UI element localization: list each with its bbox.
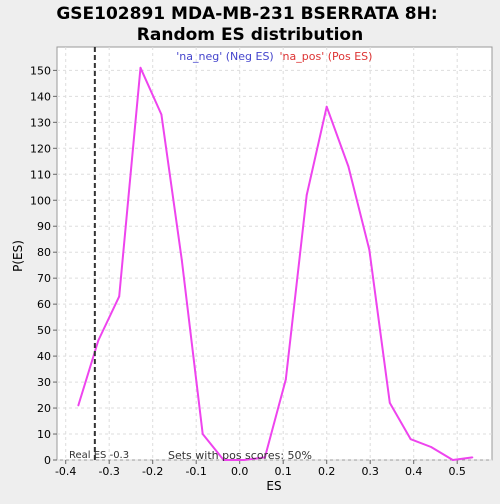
pos-score-annotation: Sets with pos scores: 50% [168, 449, 312, 462]
x-tick-label: 0.3 [361, 465, 379, 478]
distribution-line [77, 66, 473, 461]
data-point [325, 105, 328, 108]
legend-pos-entry: 'na_pos' (Pos ES) [280, 50, 373, 63]
y-tick-label: 100 [30, 194, 51, 207]
y-tick-label: 150 [30, 64, 51, 77]
x-tick-label: 0.0 [231, 465, 249, 478]
data-point [222, 459, 225, 461]
x-axis: -0.4 -0.3 -0.2 -0.1 0.0 0.1 0.2 0.3 0.4 0.5 [55, 460, 466, 478]
chart-title-line-1: GSE102891 MDA-MB-231 BSERRATA 8H: [56, 4, 437, 24]
plot-area [56, 46, 493, 461]
y-tick-label: 0 [44, 454, 51, 467]
data-point [160, 113, 163, 116]
y-tick-label: 140 [30, 90, 51, 103]
data-point [180, 259, 183, 261]
data-point [409, 438, 412, 441]
y-tick-label: 110 [30, 168, 51, 181]
grid [57, 47, 492, 461]
legend-neg-entry: 'na_neg' (Neg ES) [176, 50, 273, 63]
data-point [471, 456, 474, 459]
y-tick-label: 30 [37, 376, 51, 389]
y-tick-label: 90 [37, 220, 51, 233]
data-point [305, 194, 308, 196]
chart-title-line-2: Random ES distribution [137, 25, 363, 45]
data-point [368, 248, 371, 251]
x-tick-label: -0.3 [98, 465, 119, 478]
x-tick-label: 0.2 [318, 465, 336, 478]
data-point [118, 295, 121, 298]
data-point [284, 378, 287, 381]
x-tick-label: 0.4 [405, 465, 423, 478]
x-tick-label: -0.4 [55, 465, 76, 478]
data-point [77, 404, 80, 407]
data-point [347, 165, 350, 168]
x-tick-label: 0.1 [274, 465, 292, 478]
x-tick-label: 0.5 [448, 465, 466, 478]
y-tick-label: 20 [37, 402, 51, 415]
real-es-label: Real ES -0.3 [69, 450, 129, 461]
series-layer [77, 66, 474, 461]
data-point [388, 401, 391, 404]
y-axis: 0 10 20 30 40 50 60 70 80 90 100 110 120 130 140 150 [30, 64, 57, 467]
data-point [97, 339, 100, 342]
x-tick-label: -0.1 [185, 465, 206, 478]
y-tick-label: 60 [37, 298, 51, 311]
y-tick-label: 80 [37, 246, 51, 259]
legend: 'na_neg' (Neg ES) 'na_pos' (Pos ES) [176, 50, 372, 63]
y-tick-label: 130 [30, 116, 51, 129]
data-point [139, 66, 142, 69]
y-tick-label: 70 [37, 272, 51, 285]
x-tick-label: -0.2 [142, 465, 163, 478]
data-point [201, 433, 204, 435]
data-point [264, 456, 266, 459]
y-tick-label: 10 [37, 428, 51, 441]
y-axis-label: P(ES) [11, 240, 25, 272]
x-axis-label: ES [266, 479, 281, 493]
y-tick-label: 50 [37, 324, 51, 337]
y-tick-label: 120 [30, 142, 51, 155]
data-point [243, 459, 245, 461]
data-point [430, 446, 432, 448]
y-tick-label: 40 [37, 350, 51, 363]
data-point [451, 459, 454, 461]
